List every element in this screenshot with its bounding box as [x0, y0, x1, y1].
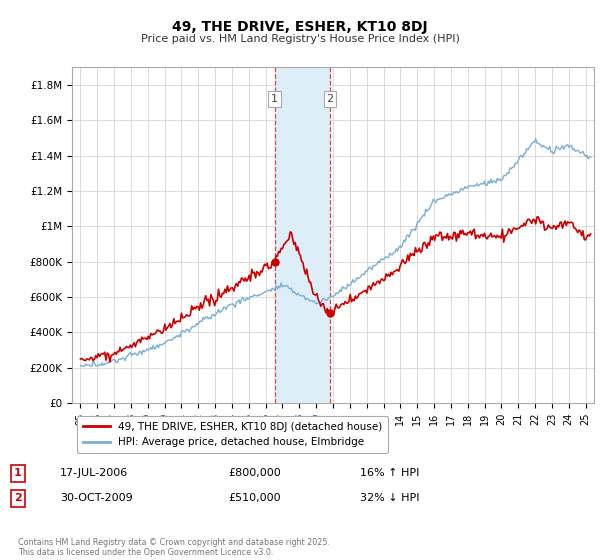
Text: £510,000: £510,000 [228, 493, 281, 503]
Text: 1: 1 [271, 94, 278, 104]
Text: 30-OCT-2009: 30-OCT-2009 [60, 493, 133, 503]
Text: 16% ↑ HPI: 16% ↑ HPI [360, 468, 419, 478]
Text: 1: 1 [14, 468, 22, 478]
Text: Contains HM Land Registry data © Crown copyright and database right 2025.
This d: Contains HM Land Registry data © Crown c… [18, 538, 330, 557]
Legend: 49, THE DRIVE, ESHER, KT10 8DJ (detached house), HPI: Average price, detached ho: 49, THE DRIVE, ESHER, KT10 8DJ (detached… [77, 416, 388, 454]
Text: 49, THE DRIVE, ESHER, KT10 8DJ: 49, THE DRIVE, ESHER, KT10 8DJ [172, 20, 428, 34]
Bar [275, 67, 330, 403]
Text: 32% ↓ HPI: 32% ↓ HPI [360, 493, 419, 503]
Text: 2: 2 [14, 493, 22, 503]
Text: 2: 2 [326, 94, 334, 104]
Text: 17-JUL-2006: 17-JUL-2006 [60, 468, 128, 478]
Text: Price paid vs. HM Land Registry's House Price Index (HPI): Price paid vs. HM Land Registry's House … [140, 34, 460, 44]
Text: £800,000: £800,000 [228, 468, 281, 478]
